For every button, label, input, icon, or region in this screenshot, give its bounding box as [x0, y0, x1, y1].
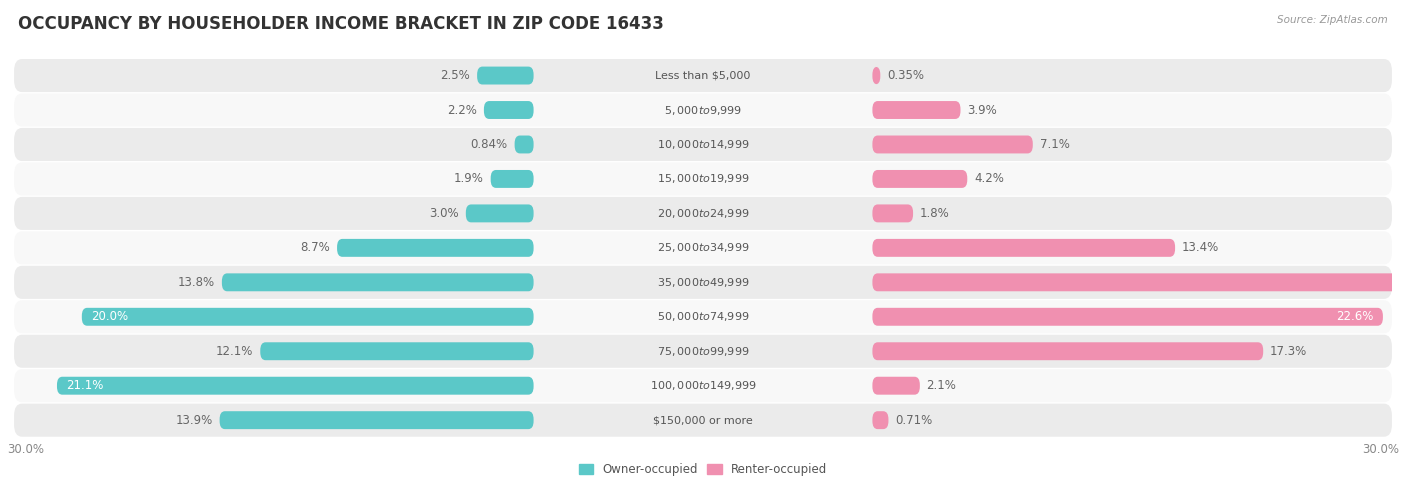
FancyBboxPatch shape	[14, 300, 1392, 333]
Text: 17.3%: 17.3%	[1270, 345, 1308, 358]
FancyBboxPatch shape	[14, 59, 1392, 92]
FancyBboxPatch shape	[58, 377, 534, 395]
FancyBboxPatch shape	[465, 205, 534, 223]
Text: 1.8%: 1.8%	[920, 207, 949, 220]
Text: 12.1%: 12.1%	[217, 345, 253, 358]
FancyBboxPatch shape	[14, 162, 1392, 195]
FancyBboxPatch shape	[515, 136, 534, 154]
FancyBboxPatch shape	[872, 101, 960, 119]
FancyBboxPatch shape	[14, 404, 1392, 437]
Text: $20,000 to $24,999: $20,000 to $24,999	[657, 207, 749, 220]
Text: $75,000 to $99,999: $75,000 to $99,999	[657, 345, 749, 358]
FancyBboxPatch shape	[872, 273, 1406, 291]
Text: $50,000 to $74,999: $50,000 to $74,999	[657, 310, 749, 323]
Text: 4.2%: 4.2%	[974, 173, 1004, 186]
Text: 0.35%: 0.35%	[887, 69, 924, 82]
FancyBboxPatch shape	[872, 239, 1175, 257]
FancyBboxPatch shape	[14, 93, 1392, 126]
Text: $25,000 to $34,999: $25,000 to $34,999	[657, 242, 749, 254]
Text: 0.71%: 0.71%	[896, 414, 932, 427]
Text: $35,000 to $49,999: $35,000 to $49,999	[657, 276, 749, 289]
FancyBboxPatch shape	[491, 170, 534, 188]
FancyBboxPatch shape	[14, 197, 1392, 230]
Text: 2.5%: 2.5%	[440, 69, 471, 82]
Text: $150,000 or more: $150,000 or more	[654, 415, 752, 425]
FancyBboxPatch shape	[872, 205, 912, 223]
Text: $100,000 to $149,999: $100,000 to $149,999	[650, 379, 756, 392]
FancyBboxPatch shape	[872, 308, 1384, 326]
Text: 3.0%: 3.0%	[429, 207, 458, 220]
Text: 21.1%: 21.1%	[66, 379, 104, 392]
Text: 13.8%: 13.8%	[179, 276, 215, 289]
FancyBboxPatch shape	[872, 136, 1033, 154]
Text: 2.1%: 2.1%	[927, 379, 956, 392]
FancyBboxPatch shape	[337, 239, 534, 257]
FancyBboxPatch shape	[260, 342, 534, 360]
FancyBboxPatch shape	[872, 342, 1263, 360]
Text: 13.4%: 13.4%	[1182, 242, 1219, 254]
FancyBboxPatch shape	[14, 128, 1392, 161]
Text: 3.9%: 3.9%	[967, 104, 997, 117]
FancyBboxPatch shape	[484, 101, 534, 119]
FancyBboxPatch shape	[872, 411, 889, 429]
FancyBboxPatch shape	[872, 377, 920, 395]
Text: $10,000 to $14,999: $10,000 to $14,999	[657, 138, 749, 151]
Text: 2.2%: 2.2%	[447, 104, 477, 117]
FancyBboxPatch shape	[219, 411, 534, 429]
Text: $15,000 to $19,999: $15,000 to $19,999	[657, 173, 749, 186]
Text: 0.84%: 0.84%	[471, 138, 508, 151]
Text: 22.6%: 22.6%	[1337, 310, 1374, 323]
FancyBboxPatch shape	[82, 308, 534, 326]
FancyBboxPatch shape	[14, 335, 1392, 368]
Text: 1.9%: 1.9%	[454, 173, 484, 186]
Text: 7.1%: 7.1%	[1039, 138, 1070, 151]
FancyBboxPatch shape	[14, 369, 1392, 402]
Legend: Owner-occupied, Renter-occupied: Owner-occupied, Renter-occupied	[574, 458, 832, 481]
Text: 20.0%: 20.0%	[91, 310, 128, 323]
Text: Source: ZipAtlas.com: Source: ZipAtlas.com	[1277, 15, 1388, 25]
FancyBboxPatch shape	[14, 266, 1392, 299]
Text: Less than $5,000: Less than $5,000	[655, 70, 751, 81]
Text: $5,000 to $9,999: $5,000 to $9,999	[664, 104, 742, 117]
Text: 8.7%: 8.7%	[301, 242, 330, 254]
FancyBboxPatch shape	[872, 67, 880, 85]
FancyBboxPatch shape	[477, 67, 534, 85]
Text: OCCUPANCY BY HOUSEHOLDER INCOME BRACKET IN ZIP CODE 16433: OCCUPANCY BY HOUSEHOLDER INCOME BRACKET …	[18, 15, 664, 33]
Text: 13.9%: 13.9%	[176, 414, 212, 427]
FancyBboxPatch shape	[222, 273, 534, 291]
FancyBboxPatch shape	[14, 231, 1392, 264]
FancyBboxPatch shape	[872, 170, 967, 188]
